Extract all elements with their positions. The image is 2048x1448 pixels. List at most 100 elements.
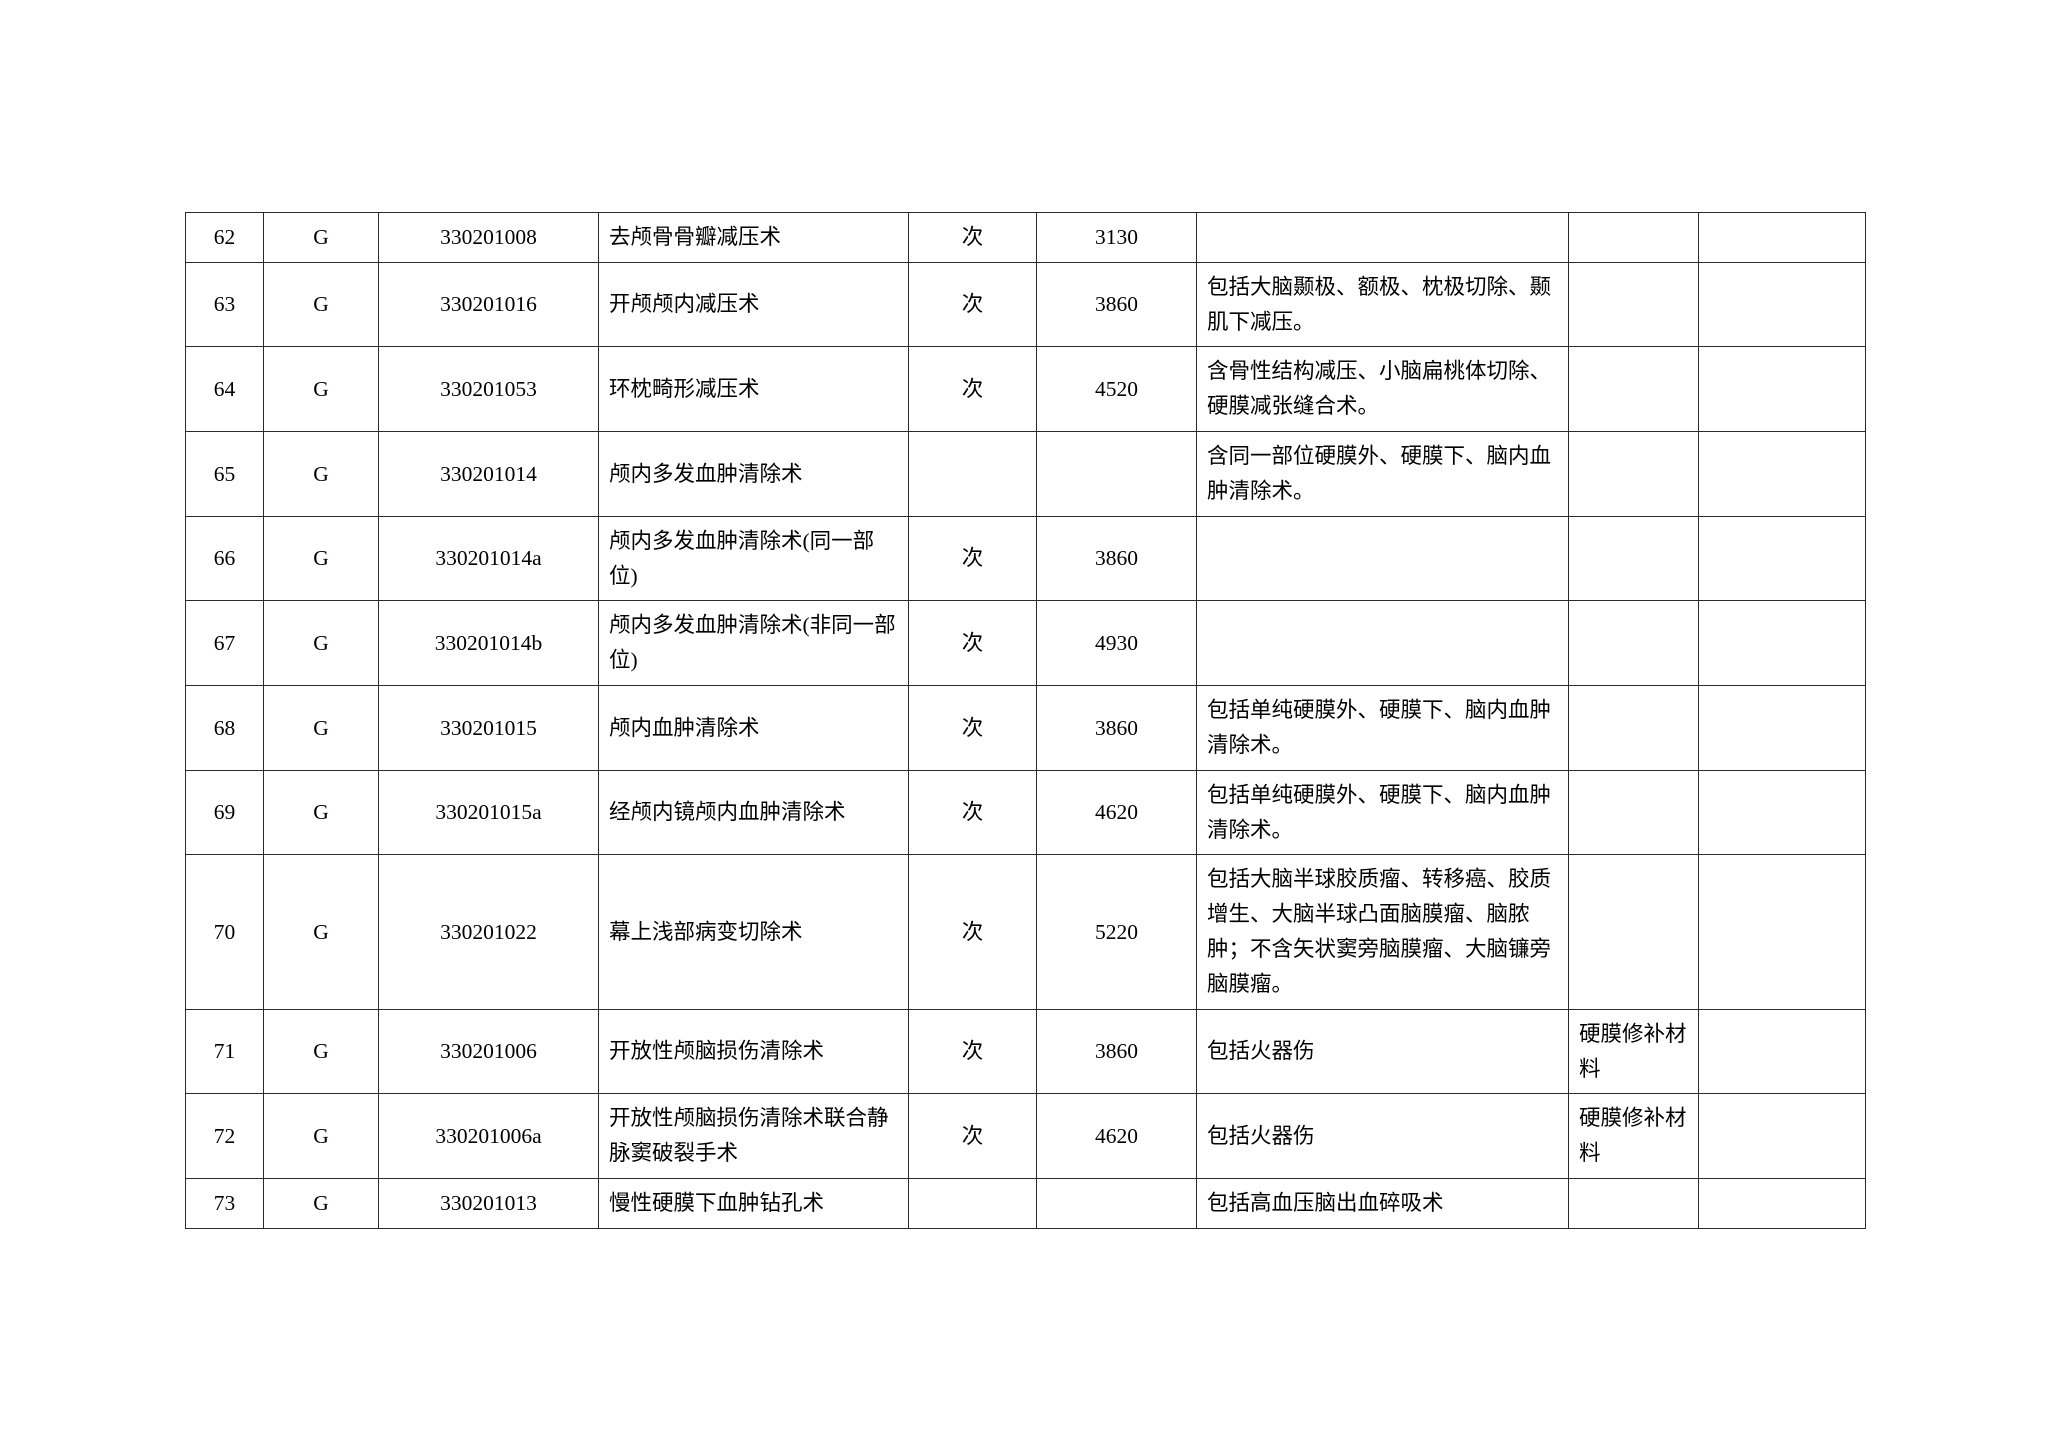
row-item-name: 去颅骨骨瓣减压术: [598, 212, 909, 263]
row-unit: 次: [908, 685, 1037, 771]
table-row: 64 G 330201053 环枕畸形减压术次 4520 含骨性结构减压、小脑扁桃体切除、…: [185, 346, 1866, 433]
row-extra: [1698, 1008, 1866, 1095]
row-remark: 包括单纯硬膜外、硬膜下、脑内血肿清除术。: [1196, 685, 1569, 771]
row-grade: G: [263, 515, 379, 602]
row-price: 4620: [1036, 1093, 1197, 1180]
row-unit: 次: [908, 515, 1037, 602]
table-row: 66 G 330201014a 颅内多发血肿清除术(同一部位) 次 3860: [185, 515, 1866, 602]
table-row: 72 G 330201006a 开放性颅脑损伤清除术联合静脉窦破裂手术次 4620 包括火…: [185, 1093, 1866, 1180]
row-price: [1036, 431, 1197, 517]
row-extra: [1698, 515, 1866, 602]
row-material: [1568, 212, 1699, 263]
row-extra: [1698, 769, 1866, 856]
row-code: 330201014a: [378, 515, 599, 602]
row-code: 330201008: [378, 212, 599, 263]
row-item-name: 开放性颅脑损伤清除术联合静脉窦破裂手术: [598, 1093, 909, 1180]
row-price: [1036, 1178, 1197, 1229]
row-price: 5220: [1036, 854, 1197, 1010]
row-number: 68: [185, 685, 264, 771]
row-number: 62: [185, 212, 264, 263]
row-grade: G: [263, 1093, 379, 1180]
table-row: 62 G 330201008 去颅骨骨瓣减压术次 3130: [185, 212, 1866, 263]
row-item-name: 经颅内镜颅内血肿清除术: [598, 769, 909, 856]
row-remark: 含同一部位硬膜外、硬膜下、脑内血肿清除术。: [1196, 431, 1569, 517]
row-extra: [1698, 346, 1866, 433]
row-code: 330201006: [378, 1008, 599, 1095]
row-code: 330201014: [378, 431, 599, 517]
row-material: [1568, 431, 1699, 517]
table-row: 73 G 330201013 慢性硬膜下血肿钻孔术 包括高血压脑出血碎吸术: [185, 1178, 1866, 1229]
row-grade: G: [263, 685, 379, 771]
table-row: 67 G 330201014b 颅内多发血肿清除术(非同一部位) 次 4930: [185, 600, 1866, 687]
row-code: 330201006a: [378, 1093, 599, 1180]
row-extra: [1698, 600, 1866, 687]
row-extra: [1698, 261, 1866, 348]
row-remark: 包括大脑半球胶质瘤、转移癌、胶质增生、大脑半球凸面脑膜瘤、脑脓肿；不含矢状窦旁脑…: [1196, 854, 1569, 1010]
row-material: [1568, 261, 1699, 348]
row-unit: 次: [908, 212, 1037, 263]
row-remark: 包括火器伤: [1196, 1008, 1569, 1095]
row-price: 3860: [1036, 261, 1197, 348]
table-row: 68 G 330201015 颅内血肿清除术次 3860 包括单纯硬膜外、硬膜下、脑内血肿…: [185, 685, 1866, 771]
row-item-name: 幕上浅部病变切除术: [598, 854, 909, 1010]
row-material: [1568, 685, 1699, 771]
row-code: 330201013: [378, 1178, 599, 1229]
price-table-container: 62 G 330201008 去颅骨骨瓣减压术次 3130 63 G 330201016 开颅颅…: [185, 212, 1866, 1229]
row-number: 67: [185, 600, 264, 687]
table-body: 62 G 330201008 去颅骨骨瓣减压术次 3130 63 G 330201016 开颅颅…: [185, 212, 1866, 1229]
row-number: 70: [185, 854, 264, 1010]
table-row: 65 G 330201014 颅内多发血肿清除术 含同一部位硬膜外、硬膜下、脑内血肿清除…: [185, 431, 1866, 517]
table-row: 71 G 330201006 开放性颅脑损伤清除术次 3860 包括火器伤 硬膜修补材料: [185, 1008, 1866, 1095]
row-code: 330201053: [378, 346, 599, 433]
row-material: [1568, 1178, 1699, 1229]
row-remark: 含骨性结构减压、小脑扁桃体切除、硬膜减张缝合术。: [1196, 346, 1569, 433]
row-item-name: 颅内血肿清除术: [598, 685, 909, 771]
row-number: 73: [185, 1178, 264, 1229]
row-grade: G: [263, 212, 379, 263]
row-unit: 次: [908, 1008, 1037, 1095]
row-remark: 包括火器伤: [1196, 1093, 1569, 1180]
row-remark: 包括单纯硬膜外、硬膜下、脑内血肿清除术。: [1196, 769, 1569, 856]
row-unit: 次: [908, 854, 1037, 1010]
row-number: 71: [185, 1008, 264, 1095]
row-code: 330201016: [378, 261, 599, 348]
row-extra: [1698, 1178, 1866, 1229]
row-remark: [1196, 515, 1569, 602]
row-unit: 次: [908, 346, 1037, 433]
row-number: 65: [185, 431, 264, 517]
row-remark: [1196, 212, 1569, 263]
row-grade: G: [263, 600, 379, 687]
row-item-name: 环枕畸形减压术: [598, 346, 909, 433]
table-row: 63 G 330201016 开颅颅内减压术次 3860 包括大脑颞极、额极、枕极切除、颞…: [185, 261, 1866, 348]
row-grade: G: [263, 854, 379, 1010]
table-row: 70 G 330201022 幕上浅部病变切除术次 5220 包括大脑半球胶质瘤、转移癌、…: [185, 854, 1866, 1010]
row-number: 69: [185, 769, 264, 856]
row-code: 330201015: [378, 685, 599, 771]
row-extra: [1698, 1093, 1866, 1180]
row-grade: G: [263, 1008, 379, 1095]
row-material: 硬膜修补材料: [1568, 1093, 1699, 1180]
row-code: 330201015a: [378, 769, 599, 856]
row-code: 330201022: [378, 854, 599, 1010]
row-number: 72: [185, 1093, 264, 1180]
row-price: 3860: [1036, 515, 1197, 602]
row-grade: G: [263, 261, 379, 348]
row-item-name: 颅内多发血肿清除术: [598, 431, 909, 517]
row-item-name: 开放性颅脑损伤清除术: [598, 1008, 909, 1095]
row-unit: 次: [908, 600, 1037, 687]
row-price: 4620: [1036, 769, 1197, 856]
row-item-name: 颅内多发血肿清除术(非同一部位): [598, 600, 909, 687]
row-item-name: 慢性硬膜下血肿钻孔术: [598, 1178, 909, 1229]
row-grade: G: [263, 1178, 379, 1229]
row-grade: G: [263, 346, 379, 433]
medical-price-table: 62 G 330201008 去颅骨骨瓣减压术次 3130 63 G 330201016 开颅颅…: [185, 212, 1866, 1229]
row-extra: [1698, 431, 1866, 517]
row-extra: [1698, 854, 1866, 1010]
row-material: [1568, 515, 1699, 602]
row-unit: 次: [908, 769, 1037, 856]
row-unit: 次: [908, 261, 1037, 348]
row-material: [1568, 769, 1699, 856]
row-remark: 包括大脑颞极、额极、枕极切除、颞肌下减压。: [1196, 261, 1569, 348]
row-grade: G: [263, 431, 379, 517]
